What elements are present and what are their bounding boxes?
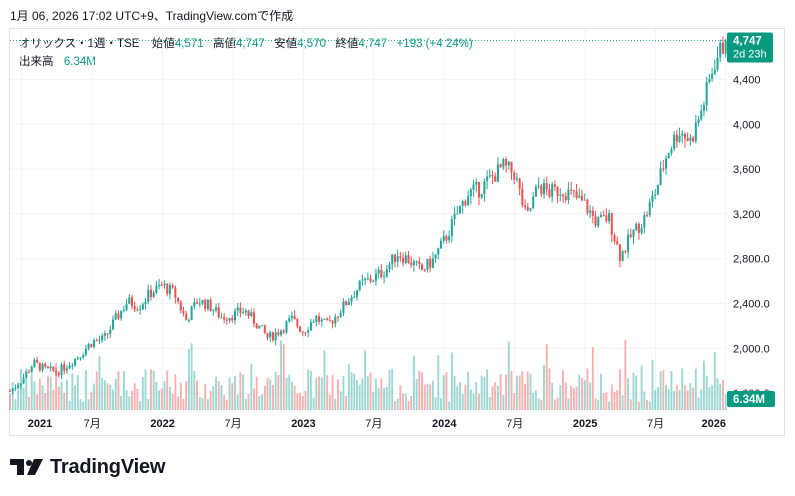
tradingview-logo-text: TradingView (50, 455, 166, 478)
tradingview-logo[interactable]: TradingView (10, 455, 165, 479)
volume-value: 6.34M (63, 56, 96, 68)
low-label: 安値 (274, 38, 298, 50)
chart-caption: 1月 06, 2026 17:02 UTC+9、TradingView.comで… (10, 9, 294, 23)
volume-legend: 出来高 6.34M (19, 53, 96, 69)
volume-label[interactable]: 出来高 (19, 56, 54, 68)
high-label: 高値 (213, 38, 237, 50)
close-value: 4,747 (358, 38, 388, 50)
chart-frame (9, 28, 785, 436)
tradingview-logo-icon (10, 459, 43, 475)
high-value: 4,747 (236, 38, 265, 50)
open-label: 始値 (151, 38, 175, 50)
ohlc-legend: オリックス・1週・TSE 始値4,571 高値4,747 安値4,570 終値4… (19, 35, 473, 51)
symbol-label[interactable]: オリックス・1週・TSE (19, 38, 140, 50)
close-label: 終値 (335, 38, 359, 50)
change-value: +193 (+4.24%) (396, 38, 473, 50)
low-value: 4,570 (297, 38, 326, 50)
open-value: 4,571 (174, 38, 204, 50)
